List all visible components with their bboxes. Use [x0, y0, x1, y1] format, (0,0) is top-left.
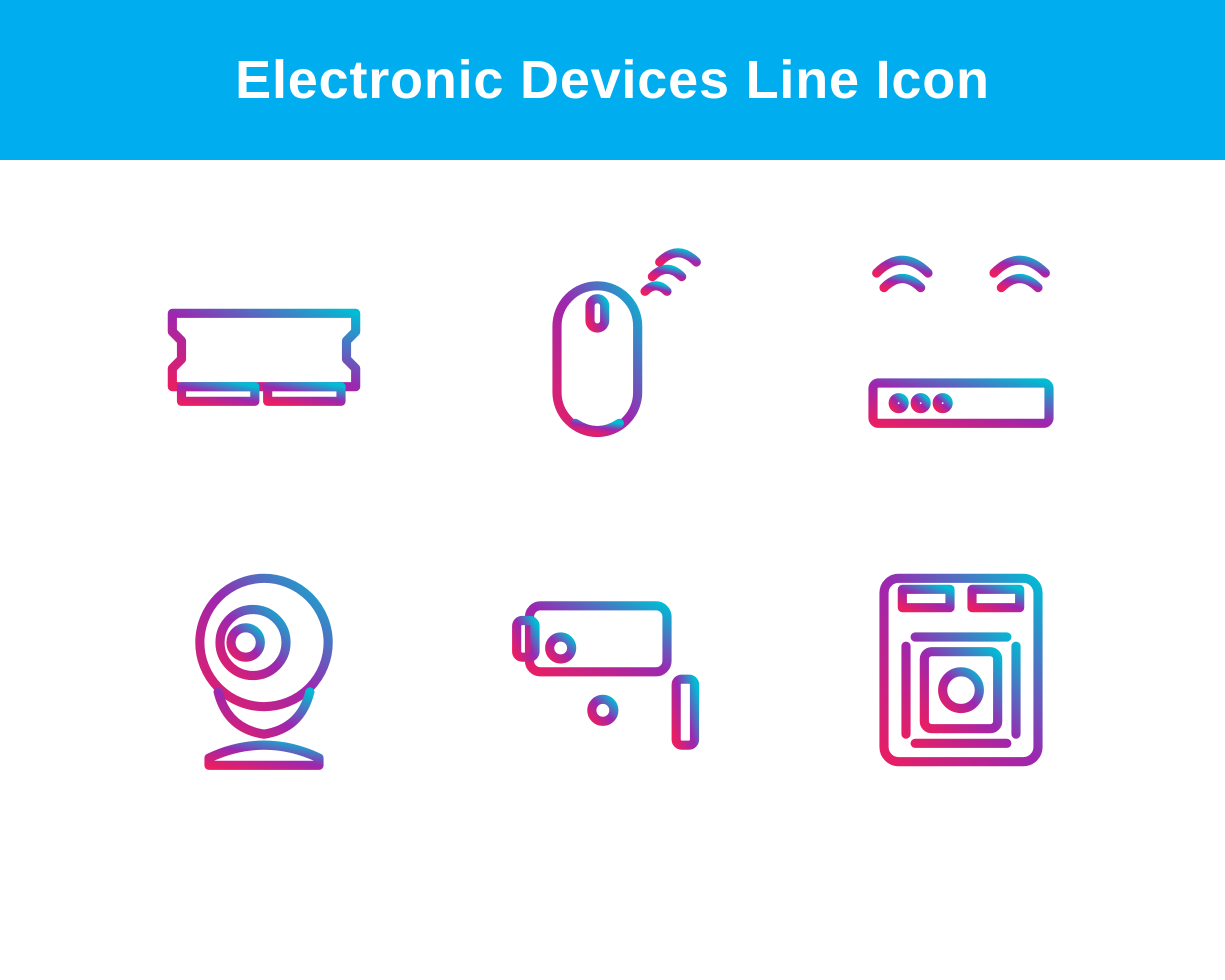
ram-memory-icon — [154, 240, 374, 460]
icon-grid — [0, 160, 1225, 820]
security-camera-icon — [502, 560, 722, 780]
page-title: Electronic Devices Line Icon — [235, 49, 990, 111]
hard-drive-icon — [851, 560, 1071, 780]
header-band: Electronic Devices Line Icon — [0, 0, 1225, 160]
wifi-router-icon — [851, 240, 1071, 460]
wireless-mouse-icon — [502, 240, 722, 460]
webcam-icon — [154, 560, 374, 780]
